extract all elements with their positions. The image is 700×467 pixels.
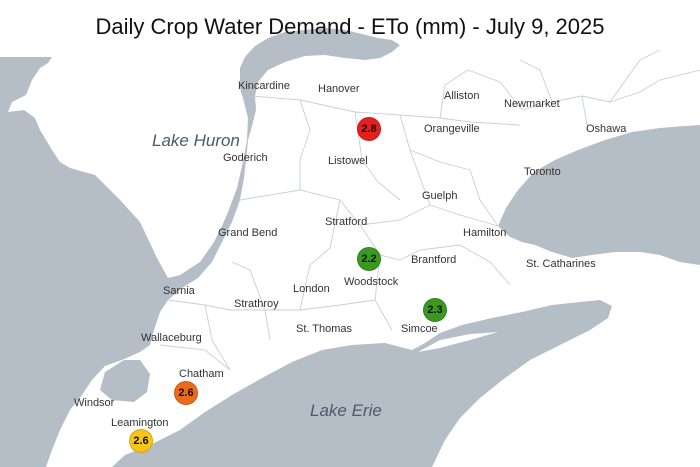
city-orangeville: Orangeville: [424, 123, 480, 135]
city-london: London: [293, 283, 330, 295]
city-guelph: Guelph: [422, 190, 458, 202]
city-newmarket: Newmarket: [504, 98, 560, 110]
city-toronto: Toronto: [524, 166, 561, 178]
lake-erie-shape: [112, 300, 612, 467]
city-stratford: Stratford: [325, 216, 368, 228]
city-kincardine: Kincardine: [238, 80, 290, 92]
city-simcoe: Simcoe: [401, 323, 438, 335]
city-sarnia: Sarnia: [163, 285, 195, 297]
city-listowel: Listowel: [328, 155, 368, 167]
city-st-catharines: St. Catharines: [526, 258, 596, 270]
eto-marker-simcoe[interactable]: 2.3: [423, 298, 447, 322]
city-brantford: Brantford: [411, 254, 457, 266]
eto-marker-chatham[interactable]: 2.6: [174, 381, 198, 405]
county-boundaries: [159, 49, 700, 371]
lake-st-clair-shape: [100, 360, 150, 402]
city-woodstock: Woodstock: [344, 276, 399, 288]
eto-marker-leamington[interactable]: 2.6: [129, 429, 153, 453]
eto-marker-woodstock[interactable]: 2.2: [357, 247, 381, 271]
city-wallaceburg: Wallaceburg: [141, 332, 202, 344]
city-windsor: Windsor: [74, 397, 115, 409]
city-st-thomas: St. Thomas: [296, 323, 353, 335]
lake-ontario-shape: [498, 125, 700, 265]
city-strathroy: Strathroy: [234, 298, 279, 310]
city-hamilton: Hamilton: [463, 227, 507, 239]
map-title: Daily Crop Water Demand - ETo (mm) - Jul…: [95, 14, 605, 39]
lake-huron-shape: [0, 28, 400, 467]
city-chatham: Chatham: [179, 368, 224, 380]
long-point-shape: [418, 332, 498, 352]
city-grand-bend: Grand Bend: [218, 227, 278, 239]
eto-marker-hanover[interactable]: 2.8: [357, 117, 381, 141]
city-leamington: Leamington: [111, 417, 169, 429]
city-oshawa: Oshawa: [586, 123, 627, 135]
lake-huron-label: Lake Huron: [152, 131, 240, 150]
city-goderich: Goderich: [223, 152, 268, 164]
lake-erie-label: Lake Erie: [310, 401, 382, 420]
city-hanover: Hanover: [318, 83, 360, 95]
city-alliston: Alliston: [444, 90, 480, 102]
